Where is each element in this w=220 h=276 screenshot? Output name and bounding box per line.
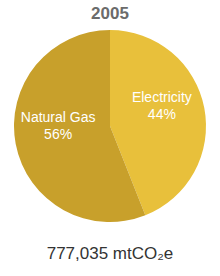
html-text:777,035 mtCO₂e: 777,035 mtCO₂e [46,244,174,263]
svg-text:Electricity44%: Electricity44% [132,89,192,122]
svg-text:Natural Gas56%: Natural Gas56% [21,109,96,142]
html-text:2005: 2005 [91,4,129,23]
